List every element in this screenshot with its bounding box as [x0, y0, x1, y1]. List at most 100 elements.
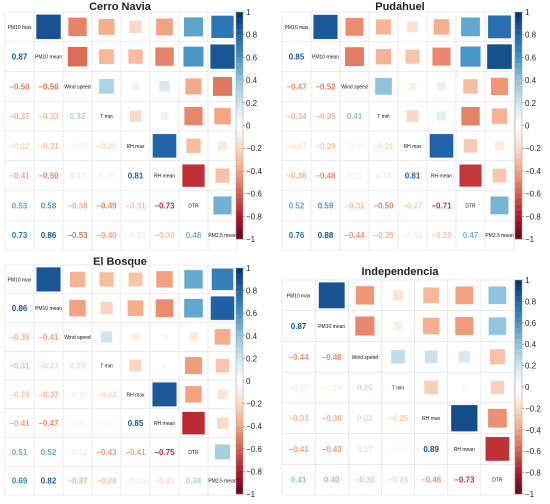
correlation-square	[152, 133, 177, 159]
variable-label: RH max	[126, 392, 145, 398]
correlation-square	[345, 17, 364, 37]
correlation-square	[160, 111, 169, 121]
colorbar-tick-label: 0.2	[246, 354, 258, 363]
correlation-value: −0.47	[286, 82, 307, 91]
correlation-square	[99, 301, 114, 315]
correlation-square	[487, 408, 508, 428]
colorbar-tick-label: −0.8	[525, 469, 541, 478]
correlation-value: 0.52	[41, 448, 57, 457]
correlation-value: −0.41	[38, 333, 59, 342]
colorbar-tick-label: 0.4	[525, 76, 537, 85]
correlation-value: 0.51	[12, 448, 28, 457]
correlation-square	[131, 332, 140, 342]
correlation-square	[455, 286, 474, 305]
correlation-value: −0.41	[125, 448, 146, 457]
correlation-square	[181, 164, 206, 188]
correlation-square	[318, 281, 346, 309]
correlation-value: 0.73	[12, 231, 28, 240]
correlation-value: −0.13	[125, 231, 146, 240]
correlation-value: −0.49	[96, 201, 117, 210]
colorbar-tick-label: 0.8	[525, 297, 537, 306]
correlation-value: −0.75	[154, 448, 175, 457]
correlation-square	[100, 330, 113, 343]
correlation-value: 0.32	[70, 112, 86, 121]
colorbar-tick-label: 1	[246, 8, 251, 17]
correlation-square	[406, 109, 419, 123]
correlation-square	[155, 18, 174, 36]
correlation-square	[393, 321, 403, 331]
correlation-value: 0.85	[128, 419, 144, 428]
correlation-value: 0.81	[128, 172, 144, 181]
correlation-value: −0.28	[96, 477, 117, 486]
correlation-square	[424, 349, 438, 364]
correlation-square	[184, 356, 203, 375]
correlation-value: 0.41	[347, 112, 363, 121]
variable-label: PM10 max	[8, 25, 32, 31]
variable-label: Wind speed	[64, 335, 91, 341]
correlation-value: 0.06	[70, 419, 86, 428]
correlation-value: 0.69	[12, 477, 28, 486]
correlation-value: 0.17	[357, 445, 373, 454]
correlation-square	[183, 106, 204, 126]
colorbar-tick-label: 0.4	[246, 332, 258, 341]
colorbar-tick-label: 0.6	[246, 309, 258, 318]
correlation-value: −0.29	[315, 142, 336, 151]
colorbar-tick-label: 0.4	[246, 76, 258, 85]
colorbar-tick-label: −0.6	[525, 447, 541, 456]
colorbar-tick-label: 0.6	[525, 319, 537, 328]
correlation-square	[463, 138, 478, 154]
correlation-value: −0.20	[154, 477, 175, 486]
colorbar-tick-label: 0.4	[525, 340, 537, 349]
correlation-square	[488, 286, 507, 305]
colorbar-tick-label: −0.2	[246, 144, 262, 153]
correlation-square	[344, 46, 365, 67]
correlation-value: −0.12	[67, 448, 88, 457]
correlation-value: 0.34	[186, 477, 202, 486]
colorbar-tick-label: −1	[525, 490, 535, 499]
correlation-value: −0.24	[388, 476, 409, 485]
colorbar-tick-label: 0.2	[246, 99, 258, 108]
colorbar-tick-label: −0.8	[525, 212, 541, 221]
correlation-square	[487, 15, 512, 39]
correlation-value: −0.73	[154, 201, 175, 210]
correlation-value: −0.28	[431, 231, 452, 240]
correlation-value: −0.09	[67, 142, 88, 151]
correlation-square	[215, 358, 230, 373]
correlation-value: 0.47	[463, 231, 479, 240]
variable-label: RH mean	[431, 174, 452, 180]
correlation-value: −0.22	[96, 390, 117, 399]
colorbar-tick-label: 0.8	[246, 31, 258, 40]
correlation-square	[155, 270, 174, 289]
colorbar-tick-label: 1	[525, 8, 530, 17]
correlation-value: −0.50	[9, 82, 30, 91]
correlation-square	[432, 47, 451, 67]
colorbar-tick-label: −0.2	[246, 400, 262, 409]
correlation-square	[183, 16, 204, 37]
variable-label: DTR	[188, 450, 199, 456]
colorbar-tick-label: −1	[246, 490, 256, 499]
correlation-square	[488, 316, 507, 336]
corrplot-panel: Independencia PM10 max 0.87 PM10 mean −0.44 −…	[281, 266, 541, 499]
correlation-value: 0.58	[41, 201, 57, 210]
correlation-value: −0.36	[322, 414, 343, 423]
colorbar-tick-label: −0.2	[525, 144, 541, 153]
correlation-value: 0.87	[291, 322, 307, 331]
correlation-value: 0.10	[99, 172, 115, 181]
correlation-square	[460, 46, 481, 68]
correlation-square	[355, 285, 375, 305]
correlation-square	[460, 17, 481, 37]
correlation-square	[217, 389, 228, 400]
correlation-square	[214, 168, 231, 184]
correlation-value: −0.34	[286, 112, 307, 121]
variable-label: RH mean	[154, 174, 175, 180]
correlation-square	[405, 49, 420, 65]
correlation-value: −0.71	[431, 201, 452, 210]
correlation-value: −0.29	[9, 390, 30, 399]
colorbar-tick-label: 0	[246, 377, 251, 386]
correlation-square	[129, 20, 142, 34]
variable-label: PM10 max	[287, 293, 311, 299]
colorbar-tick-label: 1	[246, 264, 251, 273]
correlation-square	[188, 332, 199, 342]
correlation-value: −0.37	[9, 112, 30, 121]
correlation-value: −0.43	[322, 445, 343, 454]
